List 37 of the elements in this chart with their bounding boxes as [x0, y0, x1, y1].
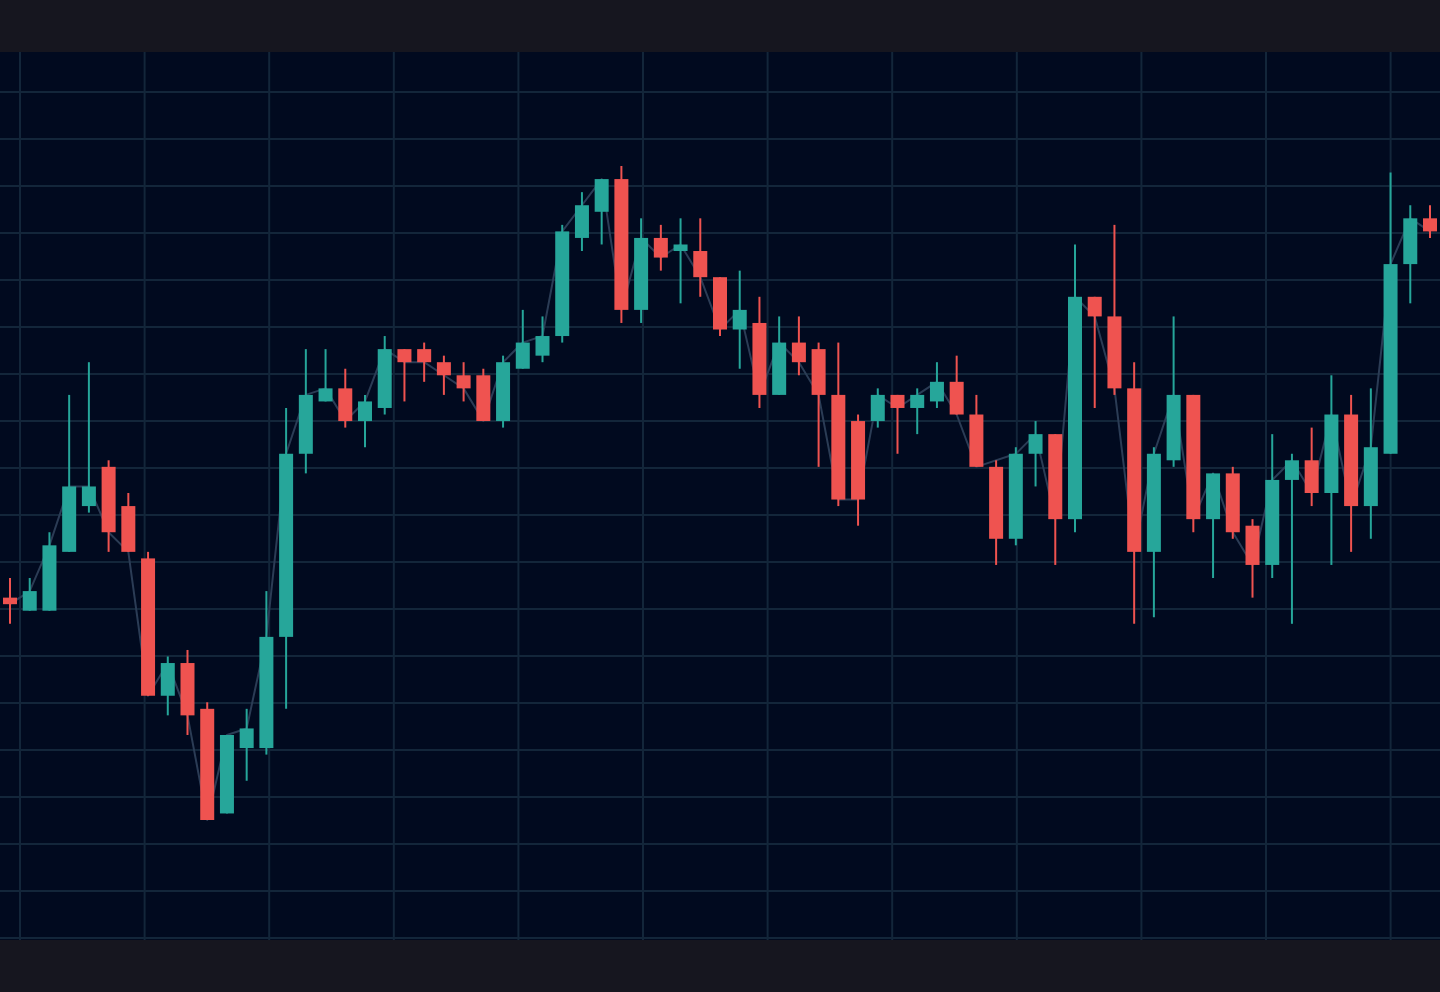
candlestick: [929, 361, 944, 409]
candlestick: [811, 341, 826, 468]
candlestick: [121, 492, 136, 553]
candlestick: [535, 315, 550, 364]
candlestick: [417, 341, 432, 383]
candlestick: [397, 348, 412, 403]
candlestick: [456, 361, 471, 403]
candlestick: [1284, 452, 1299, 625]
candlestick: [1245, 518, 1260, 599]
candlestick: [436, 354, 451, 396]
candlestick: [81, 361, 96, 514]
candlestick: [910, 387, 925, 436]
candlestick: [1423, 204, 1437, 239]
candlestick: [791, 315, 806, 377]
candlestick: [1087, 295, 1102, 409]
candlestick: [693, 217, 708, 298]
candlestick: [732, 269, 747, 370]
candlestick: [358, 393, 372, 449]
candlestick: [890, 393, 905, 455]
candlestick: [949, 354, 964, 416]
candlestick: [3, 577, 17, 625]
candlestick: [673, 217, 688, 305]
candlestick: [160, 655, 175, 717]
candlestick: [318, 348, 333, 403]
candlestick: [515, 308, 530, 370]
candlestick: [594, 178, 609, 246]
candlestick: [1403, 204, 1418, 305]
candlestick: [870, 387, 885, 429]
candlestick: [338, 367, 353, 429]
candlestick: [1304, 426, 1319, 508]
candlestick: [476, 367, 491, 423]
candlestick: [653, 223, 668, 272]
candlestick: [1028, 420, 1043, 488]
candlestick: [1206, 472, 1221, 580]
candlestick: [22, 577, 37, 612]
candlestick: [574, 191, 589, 253]
candlestick: [239, 707, 254, 782]
